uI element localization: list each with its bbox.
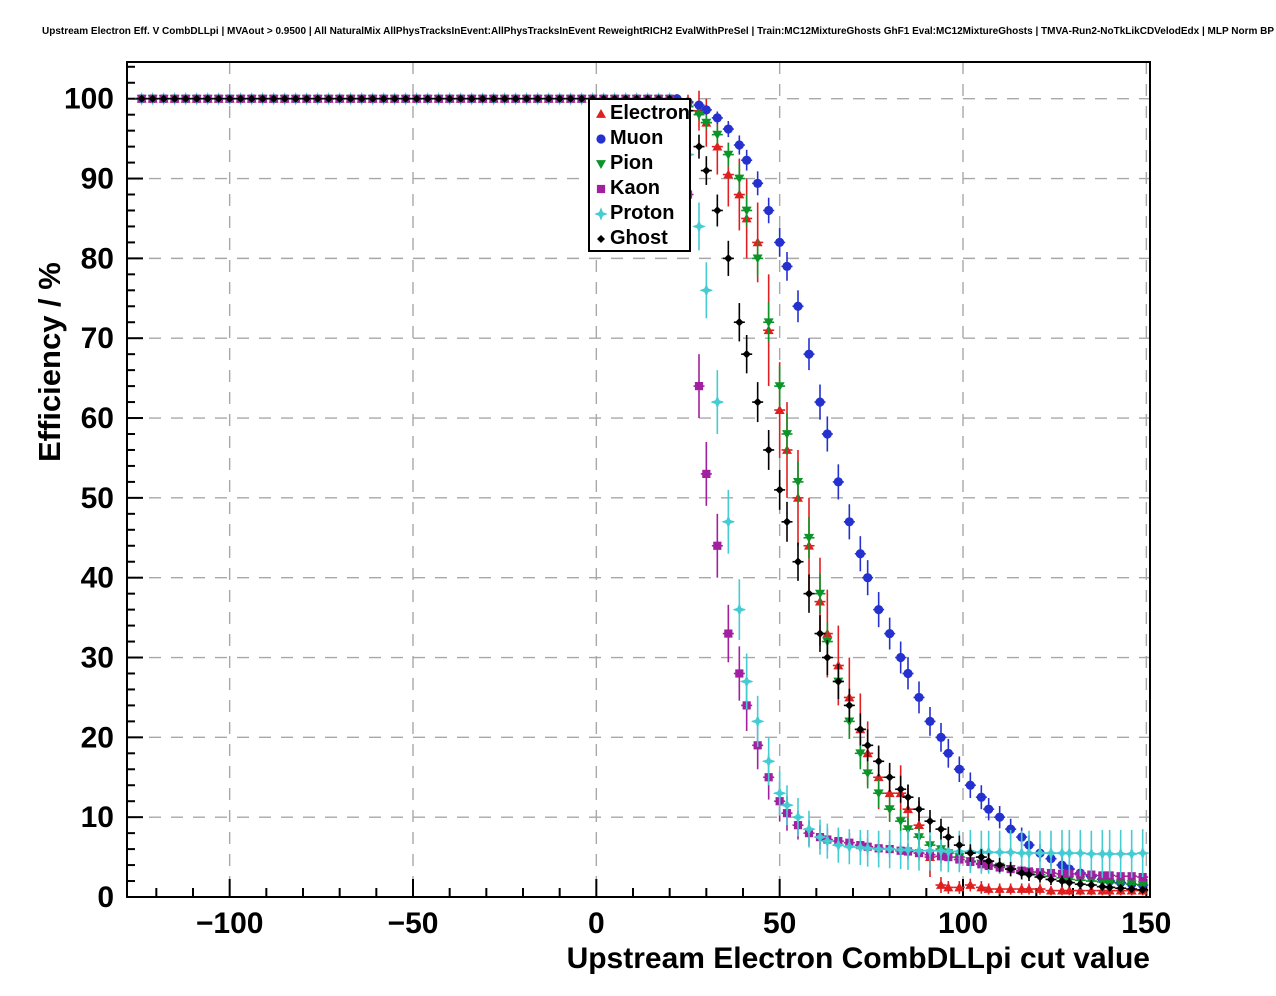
x-tick-label: −50 bbox=[388, 907, 439, 940]
y-tick-label: 90 bbox=[81, 163, 114, 196]
x-tick-label: 150 bbox=[1121, 907, 1171, 940]
kaon-marker-icon bbox=[596, 184, 606, 193]
y-tick-label: 60 bbox=[81, 402, 114, 435]
y-axis-title: Efficiency / % bbox=[32, 262, 67, 462]
y-tick-label: 30 bbox=[81, 642, 114, 675]
x-tick-label: 50 bbox=[763, 907, 796, 940]
y-tick-label: 50 bbox=[81, 482, 114, 515]
y-tick-label: 100 bbox=[64, 83, 114, 116]
legend-label: Ghost bbox=[610, 226, 668, 249]
y-tick-label: 20 bbox=[81, 721, 114, 754]
y-tick-label: 70 bbox=[81, 322, 114, 355]
legend-label: Proton bbox=[610, 201, 675, 224]
legend-item-kaon: Kaon bbox=[590, 175, 689, 200]
axis-ticks bbox=[127, 65, 1148, 898]
proton-marker-icon bbox=[594, 206, 608, 221]
plot-title: Upstream Electron Eff. V CombDLLpi | MVA… bbox=[42, 26, 1276, 37]
legend-item-muon: Muon bbox=[590, 125, 689, 150]
x-tick-label: −100 bbox=[196, 907, 264, 940]
legend-item-ghost: Ghost bbox=[590, 225, 689, 250]
y-tick-label: 80 bbox=[81, 242, 114, 275]
legend-item-electron: Electron bbox=[590, 100, 691, 125]
x-axis-title: Upstream Electron CombDLLpi cut value bbox=[566, 942, 1150, 975]
plot-frame bbox=[126, 61, 1151, 898]
legend-item-proton: Proton bbox=[590, 200, 689, 225]
legend-label: Muon bbox=[610, 126, 664, 149]
electron-marker-icon bbox=[596, 108, 606, 118]
y-tick-label: 0 bbox=[97, 881, 114, 914]
legend: Electron Muon Pion Kaon Proton Ghost bbox=[588, 98, 691, 252]
muon-marker-icon bbox=[596, 133, 606, 144]
legend-label: Kaon bbox=[610, 176, 660, 199]
tick-labels: −100 −50 0 50 100 150 0 10 20 30 40 50 60 70 80 90 100 bbox=[64, 83, 1171, 940]
legend-label: Pion bbox=[610, 151, 654, 174]
legend-label: Electron bbox=[610, 101, 691, 124]
y-tick-label: 10 bbox=[81, 801, 114, 834]
x-tick-label: 0 bbox=[588, 907, 605, 940]
pion-marker-icon bbox=[596, 159, 606, 169]
legend-item-pion: Pion bbox=[590, 150, 689, 175]
y-tick-label: 40 bbox=[81, 562, 114, 595]
x-tick-label: 100 bbox=[938, 907, 988, 940]
ghost-marker-icon bbox=[597, 234, 605, 243]
